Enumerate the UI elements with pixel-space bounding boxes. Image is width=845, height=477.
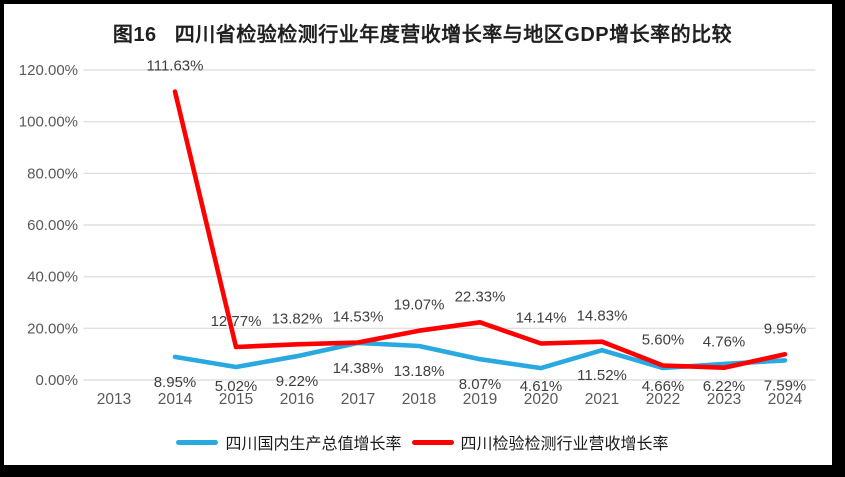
- data-label: 14.38%: [333, 360, 384, 377]
- y-tick-label: 100.00%: [19, 114, 78, 131]
- x-axis-label: 2018: [402, 391, 436, 408]
- data-label: 7.59%: [764, 377, 807, 394]
- data-label: 14.14%: [516, 310, 567, 327]
- data-label: 14.83%: [577, 308, 628, 325]
- legend-item-industry-revenue: 四川检验检测行业营收增长率: [411, 430, 669, 454]
- x-axis-label: 2017: [341, 391, 375, 408]
- x-axis-label: 2022: [646, 391, 680, 408]
- data-label: 22.33%: [455, 288, 506, 305]
- data-label: 13.18%: [394, 363, 445, 380]
- data-label: 4.61%: [520, 378, 563, 395]
- series-line-industry-revenue: [172, 89, 788, 371]
- data-label: 5.60%: [642, 332, 685, 349]
- x-axis-label: 2019: [463, 391, 497, 408]
- x-axis-label: 2016: [280, 391, 314, 408]
- data-label: 9.22%: [276, 373, 319, 390]
- chart-background: [4, 4, 832, 465]
- data-label: 12.77%: [211, 313, 262, 330]
- data-label: 14.53%: [333, 309, 384, 326]
- data-label: 8.95%: [154, 374, 197, 391]
- x-axis-label: 2015: [219, 391, 253, 408]
- data-label: 19.07%: [394, 297, 445, 314]
- y-tick-label: 0.00%: [35, 372, 78, 389]
- data-label: 13.82%: [272, 310, 323, 327]
- y-tick-label: 120.00%: [19, 62, 78, 79]
- x-axis-label: 2021: [585, 391, 619, 408]
- x-axis-label: 2024: [768, 391, 803, 408]
- y-tick-label: 60.00%: [27, 217, 78, 234]
- legend-line-icon-blue: [176, 439, 219, 445]
- legend-label-industry-revenue: 四川检验检测行业营收增长率: [460, 436, 669, 453]
- legend-line-icon-red: [411, 439, 454, 445]
- data-label: 111.63%: [147, 58, 204, 75]
- data-label: 6.22%: [703, 378, 746, 395]
- chart-legend: 四川国内生产总值增长率 四川检验检测行业营收增长率: [0, 430, 845, 454]
- x-axis-label: 2023: [707, 391, 741, 408]
- y-tick-label: 40.00%: [27, 269, 78, 286]
- legend-item-gdp-growth: 四川国内生产总值增长率: [176, 430, 402, 454]
- data-label: 9.95%: [764, 320, 807, 337]
- x-axis-label: 2014: [158, 391, 193, 408]
- data-label: 11.52%: [577, 367, 627, 384]
- data-label: 5.02%: [215, 378, 258, 395]
- y-tick-label: 80.00%: [27, 165, 78, 182]
- y-tick-label: 20.00%: [27, 320, 78, 337]
- x-axis-label: 2013: [97, 391, 131, 408]
- data-label: 8.07%: [459, 376, 502, 393]
- data-label: 4.66%: [642, 378, 685, 395]
- chart-title: 图16 四川省检验检测行业年度营收增长率与地区GDP增长率的比较: [112, 24, 733, 46]
- x-axis-label: 2020: [524, 391, 559, 408]
- legend-label-gdp-growth: 四川国内生产总值增长率: [225, 436, 402, 453]
- data-label: 4.76%: [703, 334, 746, 351]
